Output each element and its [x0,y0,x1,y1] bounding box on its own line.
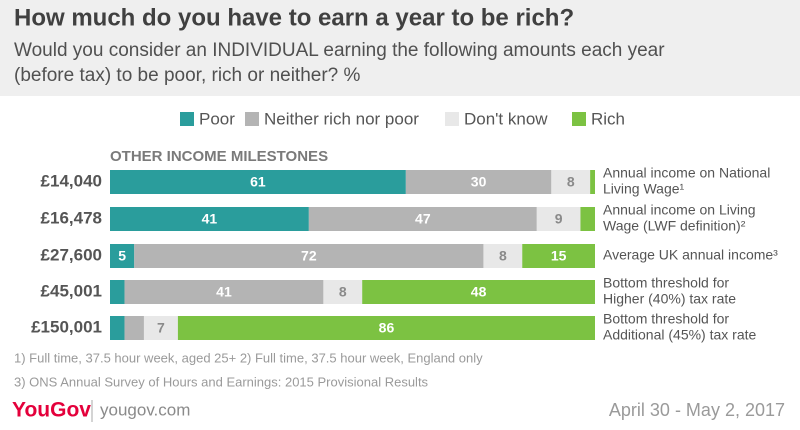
date: April 30 - May 2, 2017 [609,400,785,420]
legend-swatch [445,112,459,126]
data-label: 41 [202,211,218,227]
bar-segment [134,244,484,268]
row-note: Annual income on National [603,165,770,181]
bar-segment [580,207,595,231]
bar-segment [177,316,595,340]
bar-segment [124,316,144,340]
header-background [0,0,800,96]
bar-segment [405,170,552,194]
legend-label: Neither rich nor poor [264,109,419,128]
data-label: 61 [250,174,266,190]
bar-segment [110,170,406,194]
row-note: Wage (LWF definition)² [603,218,746,234]
data-label: 15 [551,248,567,264]
legend-swatch [572,112,586,126]
bar-segment [323,280,363,304]
category-label: £45,001 [41,281,102,300]
data-label: 30 [471,174,487,190]
row-note: Average UK annual income³ [603,247,778,263]
data-label: 47 [415,211,431,227]
bar-segment [362,280,595,304]
bar-segment [143,316,178,340]
bar-segment [536,207,581,231]
legend-swatch [180,112,194,126]
brand-logo: YouGov [12,399,91,422]
category-label: £150,001 [31,317,102,336]
footnote: 3) ONS Annual Survey of Hours and Earnin… [14,374,429,389]
legend-label: Rich [591,109,625,128]
data-label: 5 [118,248,126,264]
data-label: 48 [471,284,487,300]
bar-segment [124,280,324,304]
legend-swatch [245,112,259,126]
bar-segment [110,316,125,340]
chart-subtitle: (before tax) to be poor, rich or neither… [14,65,361,86]
data-label: 41 [216,284,232,300]
bar-segment [308,207,537,231]
chart-title: How much do you have to earn a year to b… [14,4,574,31]
legend-label: Don't know [464,109,548,128]
section-label: OTHER INCOME MILESTONES [110,148,328,165]
bar-segment [590,170,595,194]
row-note: Additional (45%) tax rate [603,327,757,343]
data-label: 72 [301,248,317,264]
data-label: 8 [339,284,347,300]
legend-label: Poor [199,109,235,128]
row-note: Higher (40%) tax rate [603,291,736,307]
bar-segment [483,244,523,268]
row-note: Bottom threshold for [603,311,729,327]
row-note: Annual income on Living [603,202,756,218]
data-label: 8 [567,174,575,190]
bar-segment [110,244,135,268]
row-note: Bottom threshold for [603,275,729,291]
website: yougov.com [100,400,190,419]
row-note: Living Wage¹ [603,181,685,197]
chart-subtitle: Would you consider an INDIVIDUAL earning… [14,40,665,61]
bar-segment [551,170,591,194]
bar-segment [110,280,125,304]
data-label: 9 [555,211,563,227]
bar-segment [522,244,595,268]
data-label: 86 [379,320,395,336]
category-label: £14,040 [41,171,102,190]
bar-segment [110,207,309,231]
category-label: £16,478 [41,208,102,227]
category-label: £27,600 [41,245,102,264]
data-label: 7 [157,320,165,336]
footnote: 1) Full time, 37.5 hour week, aged 25+ 2… [14,350,483,365]
data-label: 8 [499,248,507,264]
